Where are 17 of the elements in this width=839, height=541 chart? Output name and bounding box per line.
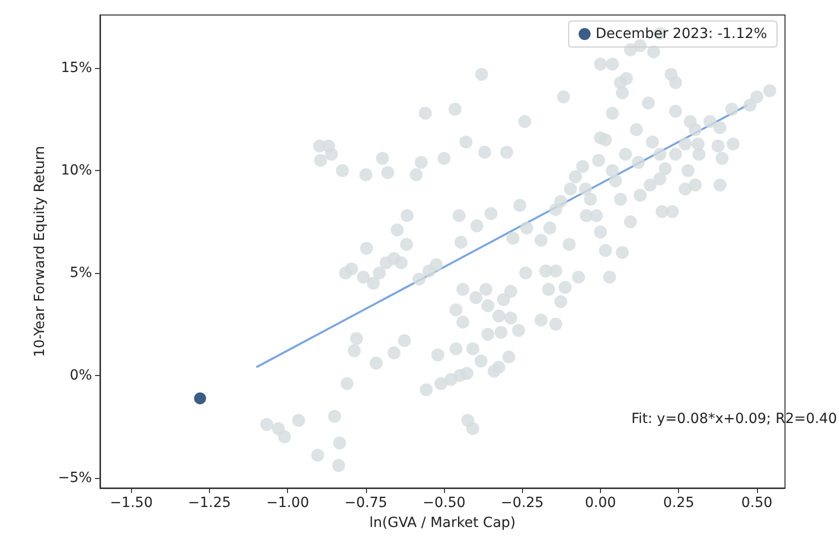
x-tick-label: 0.25 (663, 495, 694, 511)
x-axis-title: ln(GVA / Market Cap) (369, 515, 516, 531)
y-tick-label: 5% (70, 265, 92, 281)
y-tick-label: 0% (70, 367, 92, 384)
x-tick-label: −1.25 (188, 495, 231, 511)
y-axis-title: 10-Year Forward Equity Return (32, 146, 48, 358)
x-tick-label: −0.50 (422, 495, 466, 511)
x-tick-label: −1.50 (110, 495, 153, 511)
x-tick-label: 0.00 (584, 495, 616, 511)
x-tick-label: −0.25 (500, 495, 544, 511)
x-tick-label: −1.00 (266, 495, 310, 511)
y-tick-label: −5% (58, 470, 92, 486)
y-tick-label: 10% (60, 162, 92, 179)
legend-label: December 2023: -1.12% (596, 26, 768, 42)
x-tick-label: 0.50 (741, 495, 772, 511)
y-tick-label: 15% (60, 60, 92, 76)
x-tick-label: −0.75 (344, 495, 388, 511)
